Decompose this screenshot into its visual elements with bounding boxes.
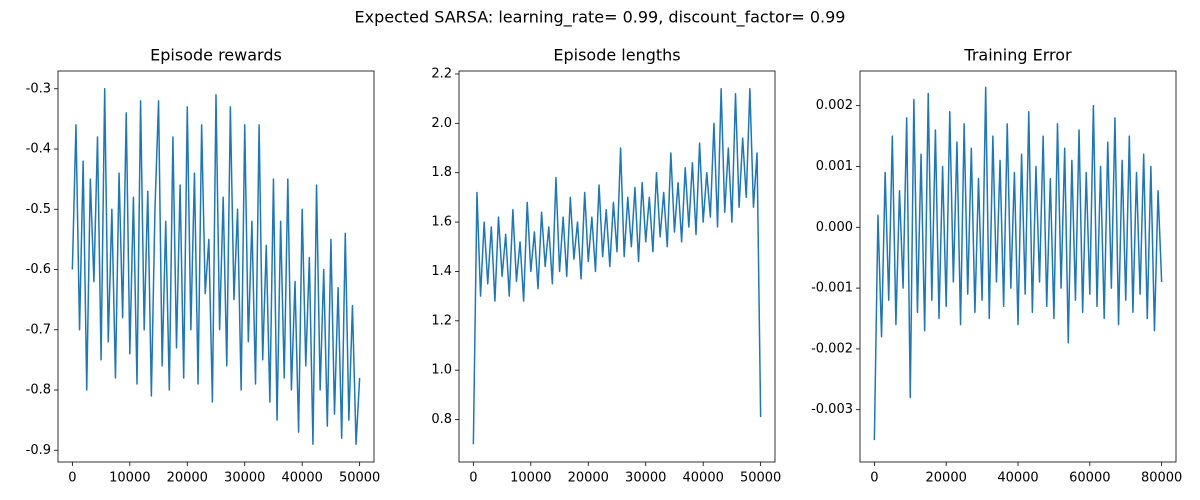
y-tick-label: 1.8 [431, 165, 452, 180]
x-tick-label: 40000 [683, 471, 724, 486]
x-tick-label: 40000 [282, 471, 323, 486]
y-tick-label: 1.0 [431, 363, 452, 378]
y-tick-label: 1.2 [431, 313, 452, 328]
y-tick-label: 0.000 [816, 220, 853, 235]
axes-frame [458, 70, 776, 463]
axes-title: Training Error [963, 46, 1072, 65]
y-tick-label: -0.003 [811, 402, 853, 417]
y-tick-label: -0.001 [811, 281, 853, 296]
x-tick-label: 50000 [339, 471, 380, 486]
y-tick-label: -0.002 [811, 341, 853, 356]
y-tick-label: 0.001 [816, 159, 853, 174]
axes-title: Episode lengths [553, 46, 680, 65]
x-tick-label: 0 [68, 471, 76, 486]
data-line [472, 88, 762, 445]
x-tick-label: 60000 [1069, 471, 1110, 486]
x-tick-label: 20000 [167, 471, 208, 486]
y-tick-label: 2.0 [431, 116, 452, 131]
x-tick-label: 80000 [1141, 471, 1182, 486]
x-tick-label: 30000 [625, 471, 666, 486]
figure-title: Expected SARSA: learning_rate= 0.99, dis… [355, 8, 846, 28]
y-tick-label: 2.2 [431, 66, 452, 81]
y-tick-label: 1.6 [431, 215, 452, 230]
y-tick-label: 0.002 [816, 98, 853, 113]
axes-title: Episode rewards [150, 46, 282, 65]
data-line [71, 88, 361, 445]
y-tick-label: 1.4 [431, 264, 452, 279]
x-tick-label: 50000 [740, 471, 781, 486]
y-tick-label: 0.8 [431, 412, 452, 427]
data-line [873, 86, 1163, 441]
y-tick-label: -0.4 [26, 142, 51, 157]
x-tick-label: 0 [870, 471, 878, 486]
y-tick-label: -0.6 [26, 262, 51, 277]
x-tick-label: 10000 [109, 471, 150, 486]
x-tick-label: 0 [469, 471, 477, 486]
x-tick-label: 30000 [224, 471, 265, 486]
x-tick-label: 40000 [997, 471, 1038, 486]
x-tick-label: 10000 [510, 471, 551, 486]
y-tick-label: -0.5 [26, 202, 51, 217]
axes-frame [57, 70, 375, 463]
y-tick-label: -0.7 [26, 322, 51, 337]
y-tick-label: -0.9 [26, 443, 51, 458]
y-tick-label: -0.3 [26, 81, 51, 96]
axes-frame [859, 70, 1177, 463]
x-tick-label: 20000 [568, 471, 609, 486]
y-tick-label: -0.8 [26, 383, 51, 398]
x-tick-label: 20000 [926, 471, 967, 486]
